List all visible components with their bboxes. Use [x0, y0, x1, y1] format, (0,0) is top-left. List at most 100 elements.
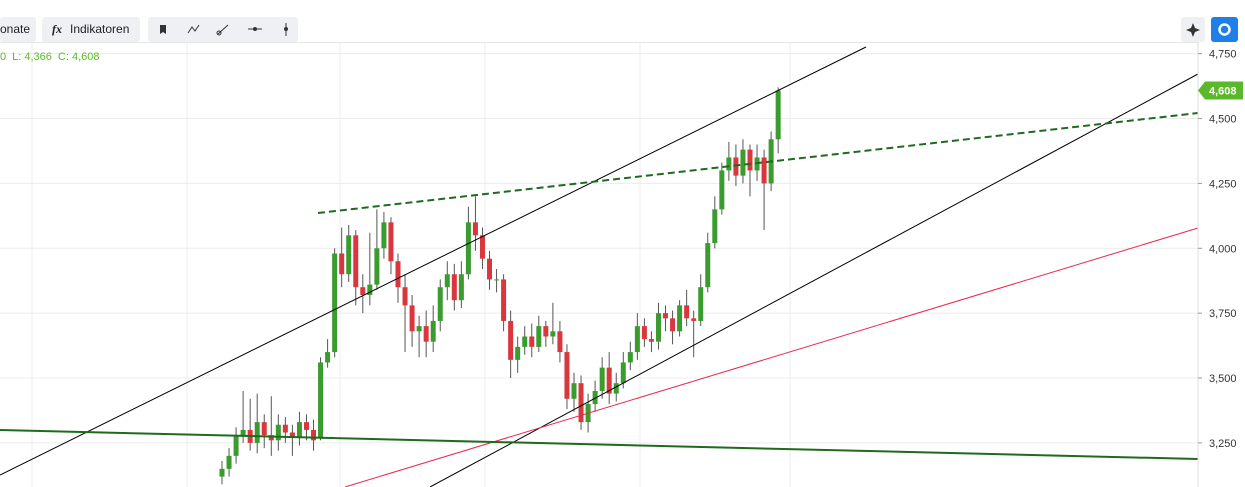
- candle-body: [465, 222, 471, 275]
- candle-body: [240, 429, 246, 436]
- candle-body: [501, 279, 507, 321]
- candle-body: [648, 339, 654, 342]
- y-tick-label: 4,000: [1209, 243, 1237, 255]
- candle-body: [458, 274, 464, 301]
- candle-body: [275, 424, 281, 441]
- candle-body: [712, 209, 718, 244]
- candle-body: [571, 383, 577, 399]
- candle-body: [543, 326, 549, 337]
- candle-body: [346, 235, 352, 275]
- drawing-icons: [160, 23, 288, 36]
- candle-body: [451, 274, 457, 301]
- candle-body: [606, 367, 612, 394]
- candle-body: [332, 253, 338, 353]
- candle-body: [508, 320, 514, 360]
- y-tick-label: 4,500: [1209, 114, 1237, 126]
- candle-body: [733, 157, 739, 176]
- y-tick-label: 3,750: [1209, 308, 1237, 320]
- candle-body: [627, 352, 633, 363]
- candle-body: [719, 170, 725, 210]
- y-tick-label: 4,250: [1209, 178, 1237, 190]
- candle-body: [282, 424, 288, 433]
- candle-body: [444, 274, 450, 288]
- candle-body: [670, 318, 676, 332]
- candle-body: [655, 313, 661, 342]
- candle-body: [388, 222, 394, 262]
- candle-body: [325, 352, 331, 363]
- candle-body: [360, 287, 366, 295]
- candle-body: [233, 435, 239, 456]
- candle-body: [550, 331, 556, 337]
- candle-body: [318, 362, 324, 438]
- candle-body: [472, 222, 478, 236]
- candle-body: [395, 261, 401, 288]
- candle-body: [311, 429, 317, 441]
- candle-body: [303, 422, 309, 430]
- candle-body: [592, 390, 598, 404]
- candle-body: [402, 287, 408, 306]
- candle-body: [381, 222, 387, 249]
- candle-body: [677, 305, 683, 332]
- candle-body: [747, 149, 753, 171]
- toolbar: onate fx Indikatoren: [0, 0, 1245, 43]
- settings-icon: [1218, 23, 1231, 36]
- candle-body: [296, 422, 302, 438]
- candle-body: [261, 422, 267, 436]
- candle-body: [599, 367, 605, 391]
- sparkle-icon: [1186, 23, 1200, 37]
- info-open: 0: [0, 51, 6, 63]
- candle-body: [339, 253, 345, 275]
- fx-icon: fx: [52, 22, 62, 36]
- candle-body: [289, 432, 295, 438]
- candle-body: [740, 149, 746, 176]
- candle-body: [691, 318, 697, 321]
- candle-body: [494, 279, 500, 281]
- candle-body: [522, 336, 528, 347]
- candle-body: [529, 336, 535, 347]
- candle-body: [726, 157, 732, 171]
- last-price-label: 4,608: [1209, 86, 1237, 98]
- candle-body: [423, 326, 429, 342]
- candle-body: [353, 235, 359, 288]
- y-tick-label: 3,250: [1209, 438, 1237, 450]
- candle-body: [564, 352, 570, 399]
- candle-body: [536, 326, 542, 347]
- candle-body: [775, 90, 781, 140]
- drawing-tools[interactable]: [148, 17, 298, 42]
- chart: 3,250 3,500 3,750 4,000 4,250 4,500 4,750 4,608…: [0, 42, 1245, 487]
- months-button[interactable]: onate: [0, 17, 36, 42]
- candle-body: [219, 468, 225, 477]
- candle-body: [487, 258, 493, 280]
- candle-body: [515, 346, 521, 360]
- ohlc-info: 0 L: 4,366 C: 4,608: [0, 51, 99, 63]
- candle-body: [367, 284, 373, 295]
- candle-body: [684, 305, 690, 319]
- candle-body: [761, 157, 767, 184]
- candle-body: [268, 435, 274, 441]
- candle-body: [578, 383, 584, 423]
- info-close: C: 4,608: [58, 51, 100, 63]
- last-price-tag: [1198, 81, 1243, 100]
- settings-button[interactable]: [1211, 17, 1238, 42]
- candle-body: [557, 331, 563, 353]
- price-axis: [1198, 42, 1245, 487]
- candle-body: [705, 243, 711, 288]
- indicators-label: Indikatoren: [70, 22, 130, 36]
- y-tick-label: 4,750: [1209, 49, 1237, 61]
- y-tick-label: 3,500: [1209, 373, 1237, 385]
- candle-body: [437, 287, 443, 321]
- candle-body: [416, 326, 422, 332]
- candle-body: [620, 362, 626, 384]
- sparkle-button[interactable]: [1181, 17, 1205, 42]
- candle-body: [698, 287, 704, 321]
- candle-body: [226, 455, 232, 469]
- indicators-button[interactable]: fx Indikatoren: [42, 17, 140, 42]
- candle-body: [254, 422, 260, 443]
- candle-body: [374, 248, 380, 285]
- trend-lines: [0, 46, 1199, 487]
- candle-body: [409, 305, 415, 332]
- vertical-grid: [31, 42, 791, 487]
- info-low: L: 4,366: [12, 51, 52, 63]
- candle-body: [613, 383, 619, 394]
